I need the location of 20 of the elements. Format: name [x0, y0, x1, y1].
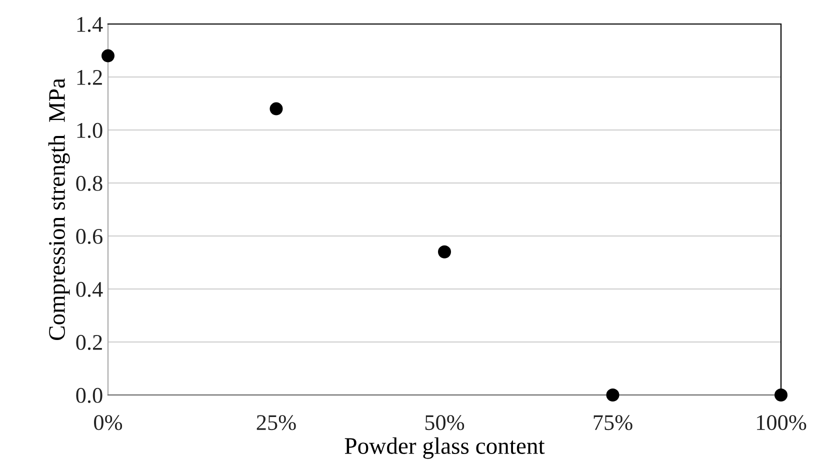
point	[606, 388, 620, 402]
point	[101, 49, 115, 62]
x-tick-label: 75%	[594, 415, 632, 430]
y-axis-title: Compression strength MPa	[48, 78, 70, 340]
x-tick-label: 25%	[256, 415, 296, 430]
x-tick-label: 100%	[757, 415, 806, 430]
y-tick-label: 0.6	[76, 228, 102, 244]
y-tick-label: 1.4	[77, 17, 103, 32]
point	[774, 388, 788, 402]
y-tick-label: 1.0	[77, 122, 102, 138]
x-tick-label: 50%	[425, 415, 464, 430]
y-tick-label: 0.8	[76, 176, 102, 192]
y-tick-label: 0.4	[76, 282, 103, 298]
y-tick-label: 1.2	[77, 70, 102, 86]
y-tick-label: 0.0	[76, 388, 102, 404]
x-axis-title: Powder glass content	[344, 437, 545, 459]
point	[270, 102, 283, 116]
x-tick-label: 0%	[94, 415, 122, 430]
point	[438, 245, 452, 258]
y-tick-label: 0.2	[76, 334, 102, 350]
